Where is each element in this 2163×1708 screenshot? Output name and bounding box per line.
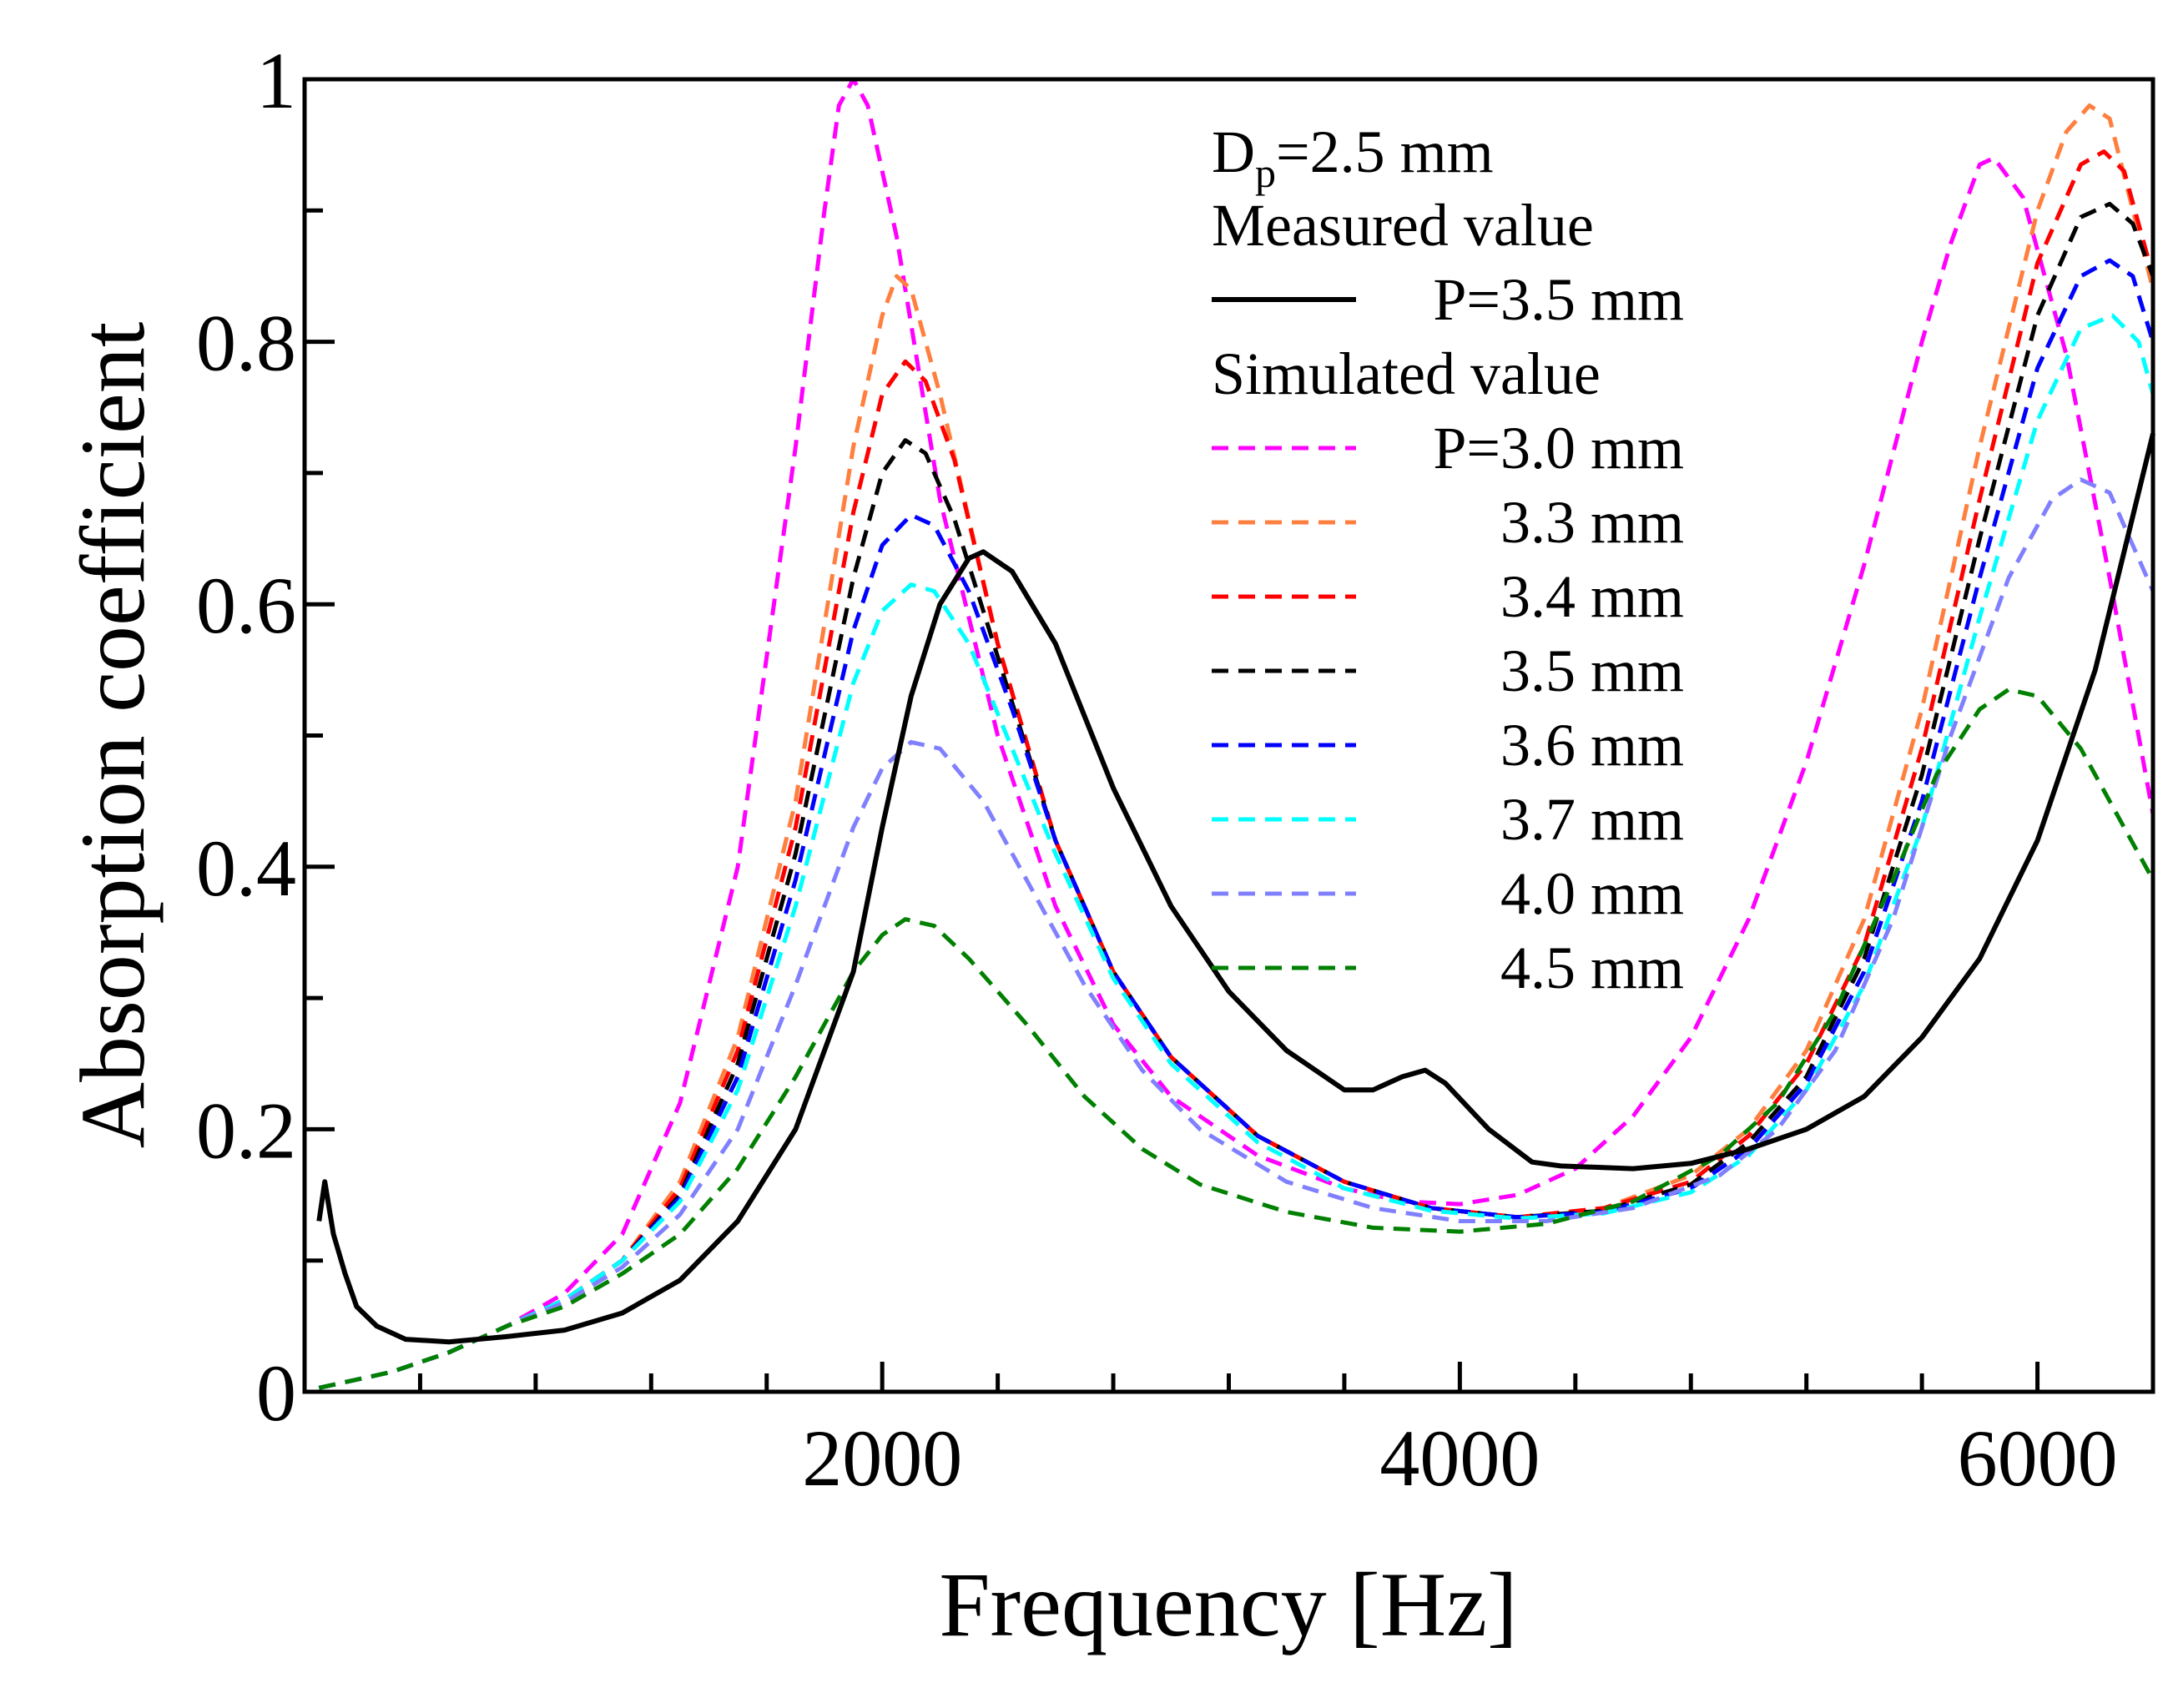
legend-label-3-6-mm: 3.6 mm — [1500, 712, 1684, 778]
y-tick-label: 0 — [256, 1348, 296, 1438]
plot-lines — [316, 77, 2155, 1390]
y-tick-label: 0.4 — [196, 824, 296, 913]
series-line-simulated-3-4-mm — [318, 149, 2155, 1390]
x-axis-title: Frequency [Hz] — [939, 1554, 1517, 1655]
legend-label-3-4-mm: 3.4 mm — [1500, 563, 1684, 630]
legend-label-3-7-mm: 3.7 mm — [1500, 786, 1684, 853]
x-tick-label: 4000 — [1379, 1413, 1540, 1503]
y-tick-label: 1 — [256, 36, 296, 125]
legend-label-p-3-0-mm: P=3.0 mm — [1433, 415, 1684, 481]
series-line-simulated-p-3-0-mm — [318, 77, 2155, 1390]
axis-ticks — [305, 77, 2155, 1394]
legend-header: Dp=2.5 mm — [1212, 118, 1494, 196]
legend-measured-heading: Measured value — [1212, 192, 1594, 259]
tick-labels: 2000 4000 6000 0 0.2 0.4 0.6 0.8 1 — [196, 36, 2118, 1503]
legend: Dp=2.5 mm Measured value Simulated value… — [1212, 118, 1684, 1001]
legend-label-p-3-5-mm: P=3.5 mm — [1433, 266, 1684, 333]
series-line-measured-p-3-5-mm — [316, 432, 2155, 1345]
legend-label-3-5-mm: 3.5 mm — [1500, 637, 1684, 704]
series-line-simulated-3-6-mm — [318, 258, 2155, 1390]
plot-frame — [302, 77, 2155, 1394]
legend-entries: P=3.5 mm P=3.0 mm 3.3 mm 3.4 mm 3.5 mm 3.6 mm… — [1212, 266, 1684, 1001]
x-tick-label: 6000 — [1958, 1413, 2118, 1503]
legend-simulated-heading: Simulated value — [1212, 340, 1601, 407]
y-tick-label: 0.2 — [196, 1086, 296, 1175]
legend-label-3-3-mm: 3.3 mm — [1500, 489, 1684, 556]
series-line-simulated-4-0-mm — [318, 477, 2155, 1390]
series-line-simulated-4-5-mm — [318, 687, 2155, 1390]
y-tick-label: 0.6 — [196, 561, 296, 650]
legend-label-4-0-mm: 4.0 mm — [1500, 860, 1684, 927]
y-tick-label: 0.8 — [196, 299, 296, 388]
y-axis-title: Absorption coefficient — [62, 322, 164, 1149]
legend-label-4-5-mm: 4.5 mm — [1500, 935, 1684, 1001]
series-line-simulated-3-7-mm — [318, 313, 2155, 1390]
x-tick-label: 2000 — [802, 1413, 962, 1503]
